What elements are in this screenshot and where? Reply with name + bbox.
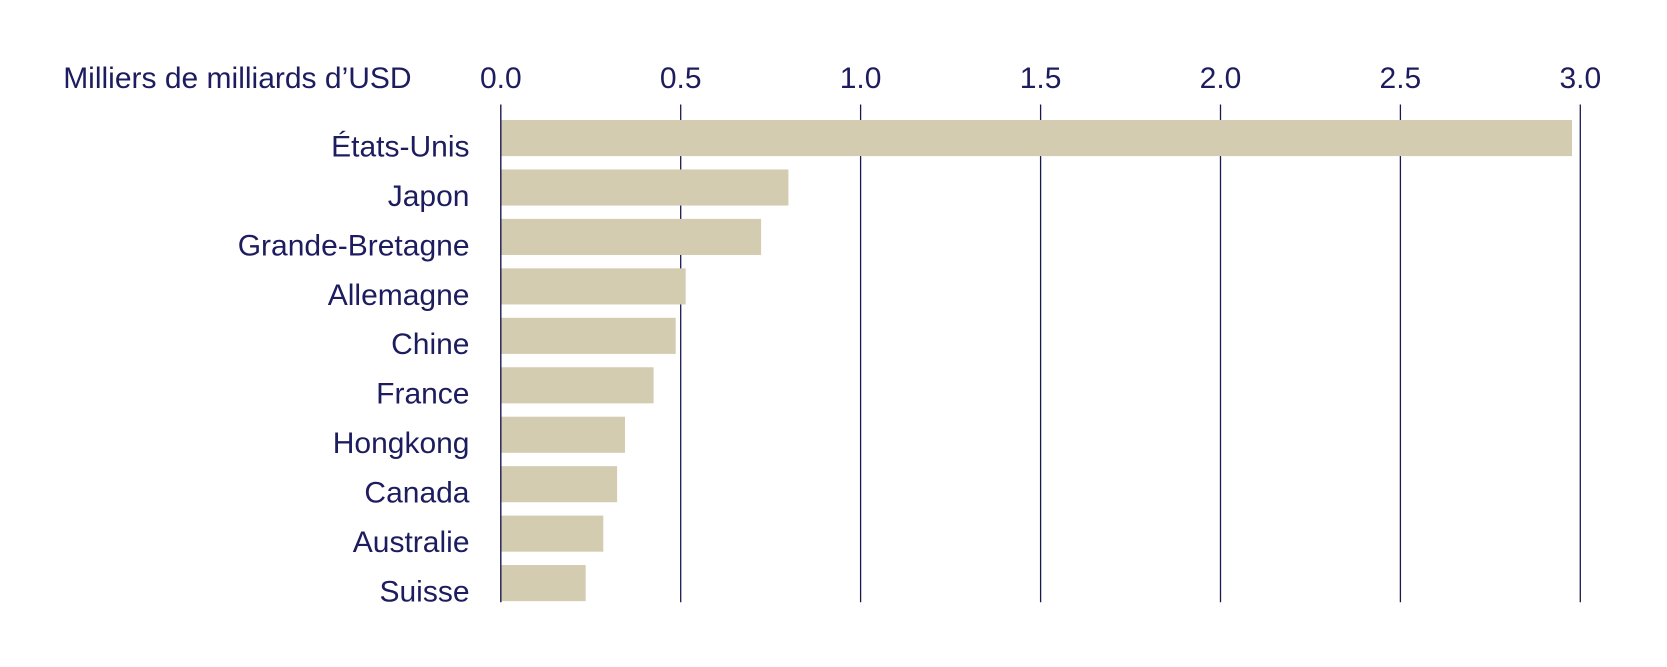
svg-text:Milliers de milliards d’USD: Milliers de milliards d’USD — [63, 62, 411, 95]
svg-text:3.0: 3.0 — [1559, 62, 1601, 95]
svg-text:Grande-Bretagne: Grande-Bretagne — [238, 229, 470, 262]
svg-text:Suisse: Suisse — [379, 575, 469, 608]
svg-text:Australie: Australie — [353, 526, 470, 559]
svg-text:Chine: Chine — [391, 328, 469, 361]
svg-text:Japon: Japon — [388, 180, 470, 213]
svg-text:0.0: 0.0 — [480, 62, 522, 95]
svg-text:1.0: 1.0 — [840, 62, 882, 95]
svg-text:Hongkong: Hongkong — [333, 427, 470, 460]
svg-text:2.0: 2.0 — [1200, 62, 1242, 95]
svg-text:2.5: 2.5 — [1380, 62, 1422, 95]
svg-text:États-Unis: États-Unis — [331, 130, 469, 163]
svg-text:0.5: 0.5 — [660, 62, 702, 95]
svg-text:France: France — [376, 378, 469, 411]
svg-text:Allemagne: Allemagne — [328, 279, 470, 312]
svg-text:Canada: Canada — [364, 477, 469, 510]
svg-text:1.5: 1.5 — [1020, 62, 1062, 95]
